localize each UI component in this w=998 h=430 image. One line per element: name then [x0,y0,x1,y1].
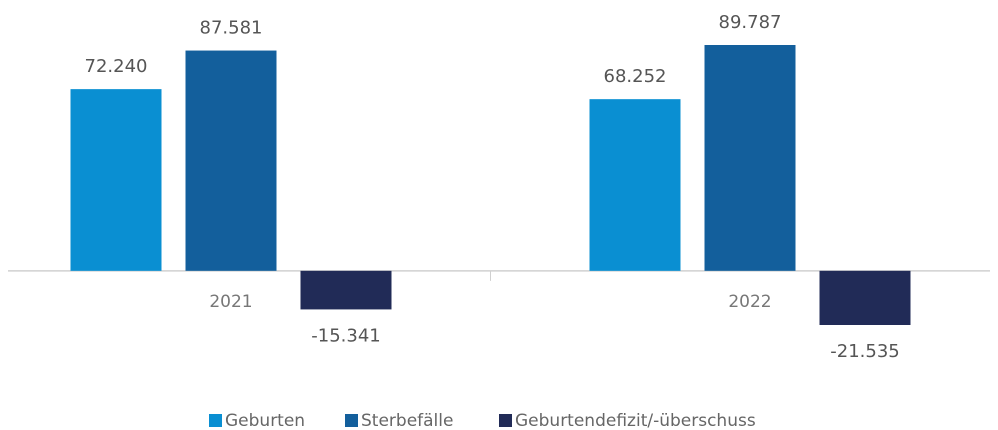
bar [704,45,796,271]
value-label: 87.581 [200,18,263,39]
bar [300,270,392,310]
x-tick-label: 2021 [209,292,252,312]
value-label: 89.787 [719,12,782,33]
legend-swatch [499,414,512,427]
bar [819,270,911,325]
legend-label: Geburten [225,411,305,430]
legend-swatch [209,414,222,427]
value-label: -15.341 [311,325,380,346]
legend-label: Sterbefälle [361,411,453,430]
value-label: 72.240 [85,56,148,77]
bar [185,50,277,271]
x-tick-label: 2022 [728,292,771,312]
value-label: -21.535 [830,341,899,362]
value-label: 68.252 [604,66,667,87]
legend-swatch [345,414,358,427]
bar [589,99,681,271]
bar [70,89,162,271]
legend-label: Geburtendefizit/-überschuss [515,411,756,430]
